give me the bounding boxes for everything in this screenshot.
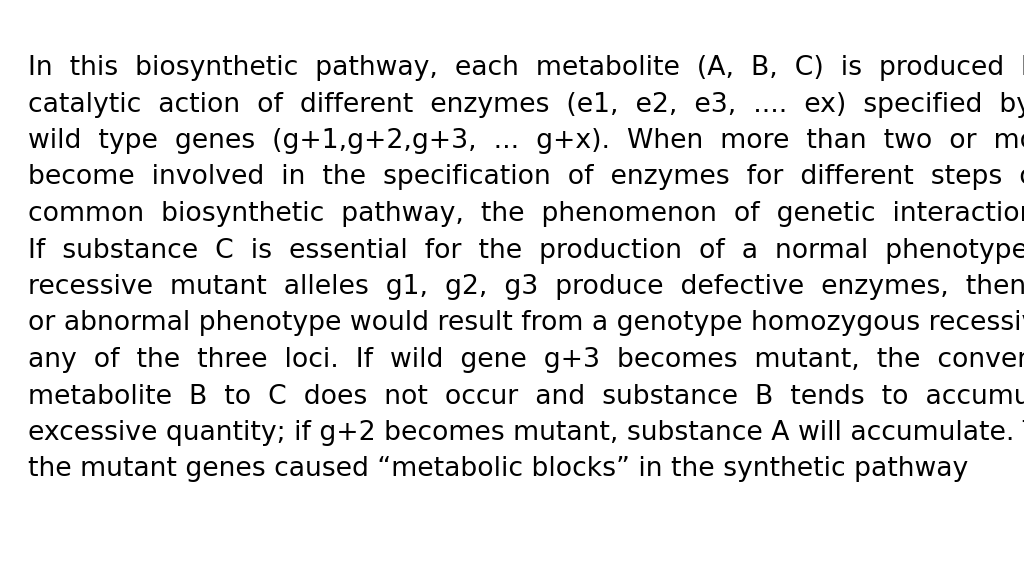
Text: excessive quantity; if g+2 becomes mutant, substance A will accumulate. Thus,: excessive quantity; if g+2 becomes mutan… — [28, 420, 1024, 446]
Text: catalytic  action  of  different  enzymes  (e1,  e2,  e3,  ....  ex)  specified : catalytic action of different enzymes (e… — [28, 92, 1024, 118]
Text: the mutant genes caused “metabolic blocks” in the synthetic pathway: the mutant genes caused “metabolic block… — [28, 457, 969, 483]
Text: any  of  the  three  loci.  If  wild  gene  g+3  becomes  mutant,  the  conversi: any of the three loci. If wild gene g+3 … — [28, 347, 1024, 373]
Text: become  involved  in  the  specification  of  enzymes  for  different  steps  of: become involved in the specification of … — [28, 165, 1024, 191]
Text: In  this  biosynthetic  pathway,  each  metabolite  (A,  B,  C)  is  produced  b: In this biosynthetic pathway, each metab… — [28, 55, 1024, 81]
Text: If  substance  C  is  essential  for  the  production  of  a  normal  phenotype : If substance C is essential for the prod… — [28, 237, 1024, 263]
Text: metabolite  B  to  C  does  not  occur  and  substance  B  tends  to  accumulate: metabolite B to C does not occur and sub… — [28, 384, 1024, 410]
Text: or abnormal phenotype would result from a genotype homozygous recessive at: or abnormal phenotype would result from … — [28, 310, 1024, 336]
Text: wild  type  genes  (g+1,g+2,g+3,  ...  g+x).  When  more  than  two  or  more  g: wild type genes (g+1,g+2,g+3, ... g+x). … — [28, 128, 1024, 154]
Text: common  biosynthetic  pathway,  the  phenomenon  of  genetic  interaction  occur: common biosynthetic pathway, the phenome… — [28, 201, 1024, 227]
Text: recessive  mutant  alleles  g1,  g2,  g3  produce  defective  enzymes,  then  a : recessive mutant alleles g1, g2, g3 prod… — [28, 274, 1024, 300]
